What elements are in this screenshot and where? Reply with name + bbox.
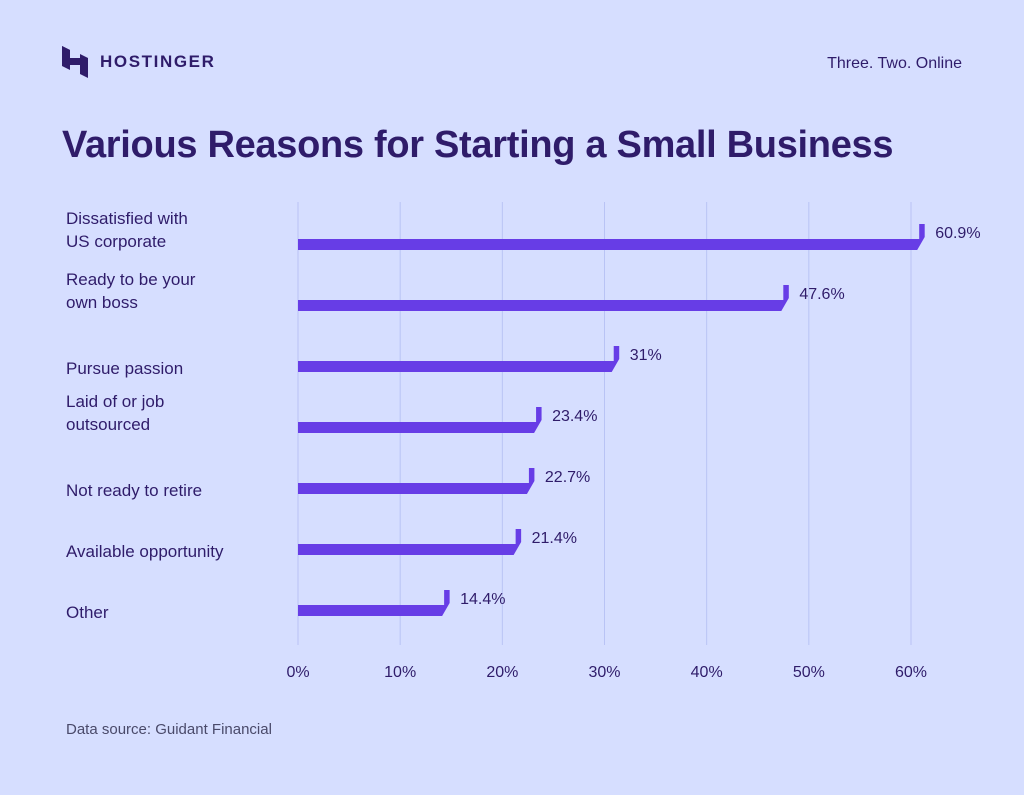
x-tick-label: 60% bbox=[895, 664, 927, 681]
data-label: 60.9% bbox=[935, 225, 980, 242]
brand-name: HOSTINGER bbox=[100, 52, 216, 71]
bar bbox=[298, 285, 789, 311]
bar bbox=[298, 346, 620, 372]
category-label: Pursue passion bbox=[66, 359, 183, 378]
data-label: 14.4% bbox=[460, 591, 505, 608]
x-tick-label: 40% bbox=[691, 664, 723, 681]
bar bbox=[298, 468, 535, 494]
x-tick-label: 30% bbox=[588, 664, 620, 681]
data-label: 47.6% bbox=[799, 286, 844, 303]
data-label: 31% bbox=[630, 347, 662, 364]
category-label: US corporate bbox=[66, 232, 166, 251]
bar bbox=[298, 407, 542, 433]
data-label: 21.4% bbox=[532, 530, 577, 547]
category-label: own boss bbox=[66, 293, 138, 312]
chart-title: Various Reasons for Starting a Small Bus… bbox=[62, 124, 894, 166]
bar bbox=[298, 590, 450, 616]
x-tick-label: 20% bbox=[486, 664, 518, 681]
category-label: Laid of or job bbox=[66, 392, 164, 411]
brand-tagline: Three. Two. Online bbox=[827, 55, 962, 72]
category-label: Available opportunity bbox=[66, 542, 224, 561]
category-label: outsourced bbox=[66, 415, 150, 434]
data-label: 22.7% bbox=[545, 469, 590, 486]
category-label: Ready to be your bbox=[66, 270, 196, 289]
bar bbox=[298, 529, 522, 555]
x-tick-label: 50% bbox=[793, 664, 825, 681]
category-label: Other bbox=[66, 603, 109, 622]
data-label: 23.4% bbox=[552, 408, 597, 425]
category-label: Not ready to retire bbox=[66, 481, 202, 500]
brand-logo[interactable]: HOSTINGER bbox=[62, 46, 215, 78]
category-label: Dissatisfied with bbox=[66, 209, 188, 228]
header: HOSTINGER Three. Two. Online bbox=[62, 46, 962, 82]
bar-chart: 0% 10% 20% 30% 40% 50% 60% 60.9% Dissatisfied wi… bbox=[66, 202, 981, 681]
hostinger-h-logo-icon bbox=[62, 46, 88, 78]
data-source-note: Data source: Guidant Financial bbox=[66, 721, 272, 738]
bar bbox=[298, 224, 925, 250]
x-tick-label: 0% bbox=[286, 664, 309, 681]
x-tick-label: 10% bbox=[384, 664, 416, 681]
